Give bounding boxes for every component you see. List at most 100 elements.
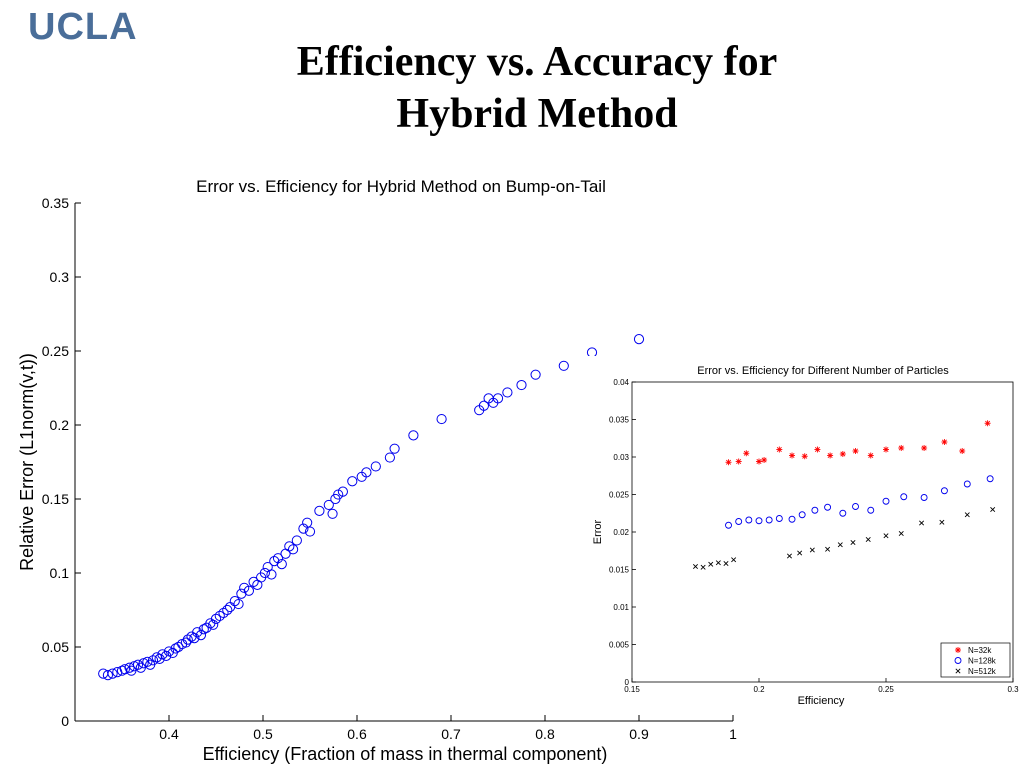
inset-data-point-series-2 <box>883 533 889 539</box>
main-data-point <box>142 656 153 667</box>
main-data-point <box>112 667 123 678</box>
main-x-tick-label: 0.9 <box>629 726 649 742</box>
main-data-point <box>102 670 114 681</box>
main-y-tick-label: 0.1 <box>50 565 70 581</box>
main-chart-title: Error vs. Efficiency for Hybrid Method o… <box>196 177 606 196</box>
inset-y-tick-label: 0.005 <box>609 641 630 650</box>
main-data-point <box>314 505 325 516</box>
inset-data-point-series-1 <box>882 497 890 505</box>
main-data-point <box>436 413 447 425</box>
inset-data-point-series-0 <box>852 448 859 454</box>
inset-data-point-series-0 <box>735 458 742 465</box>
main-data-point <box>107 668 118 679</box>
inset-data-point-series-1 <box>963 480 971 488</box>
inset-chart-title: Error vs. Efficiency for Different Numbe… <box>697 365 949 377</box>
main-data-point <box>248 576 259 587</box>
main-data-point <box>516 379 527 391</box>
inset-data-point-series-1 <box>725 521 732 529</box>
main-data-point <box>408 430 419 441</box>
inset-data-point-series-0 <box>941 439 948 445</box>
main-data-point <box>302 517 313 528</box>
main-y-axis-label: Relative Error (L1norm(v,t)) <box>17 353 37 571</box>
inset-x-axis-label: Efficiency <box>798 695 845 707</box>
inset-y-tick-label: 0.04 <box>613 378 629 387</box>
inset-data-point-series-1 <box>745 516 753 524</box>
inset-data-point-series-2 <box>797 550 803 556</box>
inset-x-tick-label: 0.25 <box>878 685 894 694</box>
main-data-point <box>195 630 207 641</box>
main-data-point <box>259 567 270 579</box>
inset-data-point-series-0 <box>756 458 762 465</box>
inset-data-point-series-1 <box>735 518 743 525</box>
main-data-point <box>492 393 504 404</box>
inset-data-point-series-1 <box>811 506 819 514</box>
inset-x-tick-label: 0.2 <box>753 685 765 694</box>
main-data-point <box>180 637 192 648</box>
main-data-point <box>147 655 159 666</box>
inset-data-point-series-2 <box>825 546 831 552</box>
main-x-axis-label: Efficiency (Fraction of mass in thermal … <box>203 744 608 764</box>
main-data-point <box>384 452 395 463</box>
inset-data-point-series-0 <box>761 457 768 463</box>
inset-data-point-series-0 <box>921 445 928 451</box>
inset-data-point-series-1 <box>798 511 806 519</box>
inset-data-point-series-0 <box>801 453 808 460</box>
inset-x-tick-label: 0.15 <box>624 685 640 694</box>
main-x-tick-label: 0.6 <box>347 726 367 742</box>
main-x-tick-label: 1 <box>729 726 737 742</box>
inset-data-point-series-0 <box>814 446 821 453</box>
main-x-tick-label: 0.8 <box>535 726 555 742</box>
inset-data-point-series-1 <box>824 503 832 511</box>
main-data-point <box>222 604 233 616</box>
main-data-point <box>208 619 219 630</box>
main-data-point <box>214 610 225 622</box>
main-data-point <box>173 641 184 653</box>
main-data-point <box>132 659 144 670</box>
main-data-point <box>389 443 400 454</box>
inset-data-point-series-1 <box>940 487 948 495</box>
main-data-point <box>361 467 372 478</box>
main-data-point <box>189 633 200 644</box>
inset-legend-label: N=128k <box>968 657 997 666</box>
inset-data-point-series-2 <box>939 519 945 525</box>
inset-y-tick-label: 0.035 <box>609 416 630 425</box>
main-y-tick-label: 0.2 <box>50 417 70 433</box>
main-data-point <box>298 523 309 534</box>
main-y-tick-label: 0.25 <box>42 343 69 359</box>
inset-data-point-series-1 <box>852 503 859 510</box>
inset-data-point-series-2 <box>692 563 699 570</box>
inset-data-point-series-0 <box>984 420 991 427</box>
main-x-tick-label: 0.7 <box>441 726 461 742</box>
main-data-point <box>276 559 287 570</box>
inset-data-point-series-0 <box>776 446 783 453</box>
inset-data-point-series-0 <box>867 452 874 459</box>
inset-y-tick-label: 0.025 <box>609 491 630 500</box>
inset-y-tick-label: 0.02 <box>613 528 629 537</box>
main-data-point <box>558 360 569 371</box>
inset-data-point-series-2 <box>786 553 792 559</box>
inset-legend-marker <box>955 668 961 674</box>
inset-data-point-series-1 <box>788 515 796 523</box>
main-data-point <box>337 486 348 497</box>
main-data-point <box>327 508 338 519</box>
main-data-point <box>287 544 299 555</box>
inset-data-point-series-2 <box>919 520 925 526</box>
inset-y-tick-label: 0.015 <box>609 566 630 575</box>
inset-x-tick-label: 0.3 <box>1007 685 1019 694</box>
inset-y-tick-label: 0.03 <box>613 453 629 462</box>
inset-data-point-series-2 <box>898 530 904 537</box>
inset-data-point-series-2 <box>850 539 856 546</box>
inset-data-point-series-2 <box>865 536 871 543</box>
inset-y-tick-label: 0 <box>625 678 630 687</box>
slide-title-line2: Hybrid Method <box>396 91 678 137</box>
inset-legend-marker <box>954 657 962 664</box>
inset-legend-marker <box>955 647 961 653</box>
inset-data-point-series-2 <box>700 564 706 570</box>
main-data-point <box>119 664 130 675</box>
main-data-point <box>218 607 229 619</box>
main-x-tick-label: 0.4 <box>159 726 179 742</box>
main-data-point <box>370 461 381 472</box>
slide-title-line1: Efficiency vs. Accuracy for <box>296 39 778 85</box>
main-data-point <box>304 526 316 537</box>
